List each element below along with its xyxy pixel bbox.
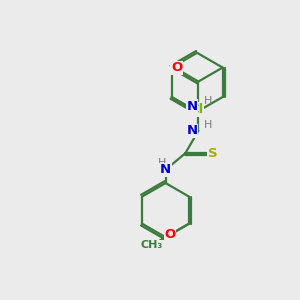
Text: N: N <box>186 124 197 137</box>
Text: H: H <box>204 96 212 106</box>
Text: Cl: Cl <box>189 103 203 116</box>
Text: O: O <box>171 61 182 74</box>
Text: O: O <box>164 228 175 241</box>
Text: CH₃: CH₃ <box>140 240 163 250</box>
Text: H: H <box>158 158 166 168</box>
Text: N: N <box>186 100 197 113</box>
Text: S: S <box>208 147 217 160</box>
Text: N: N <box>160 163 171 176</box>
Text: H: H <box>204 120 212 130</box>
